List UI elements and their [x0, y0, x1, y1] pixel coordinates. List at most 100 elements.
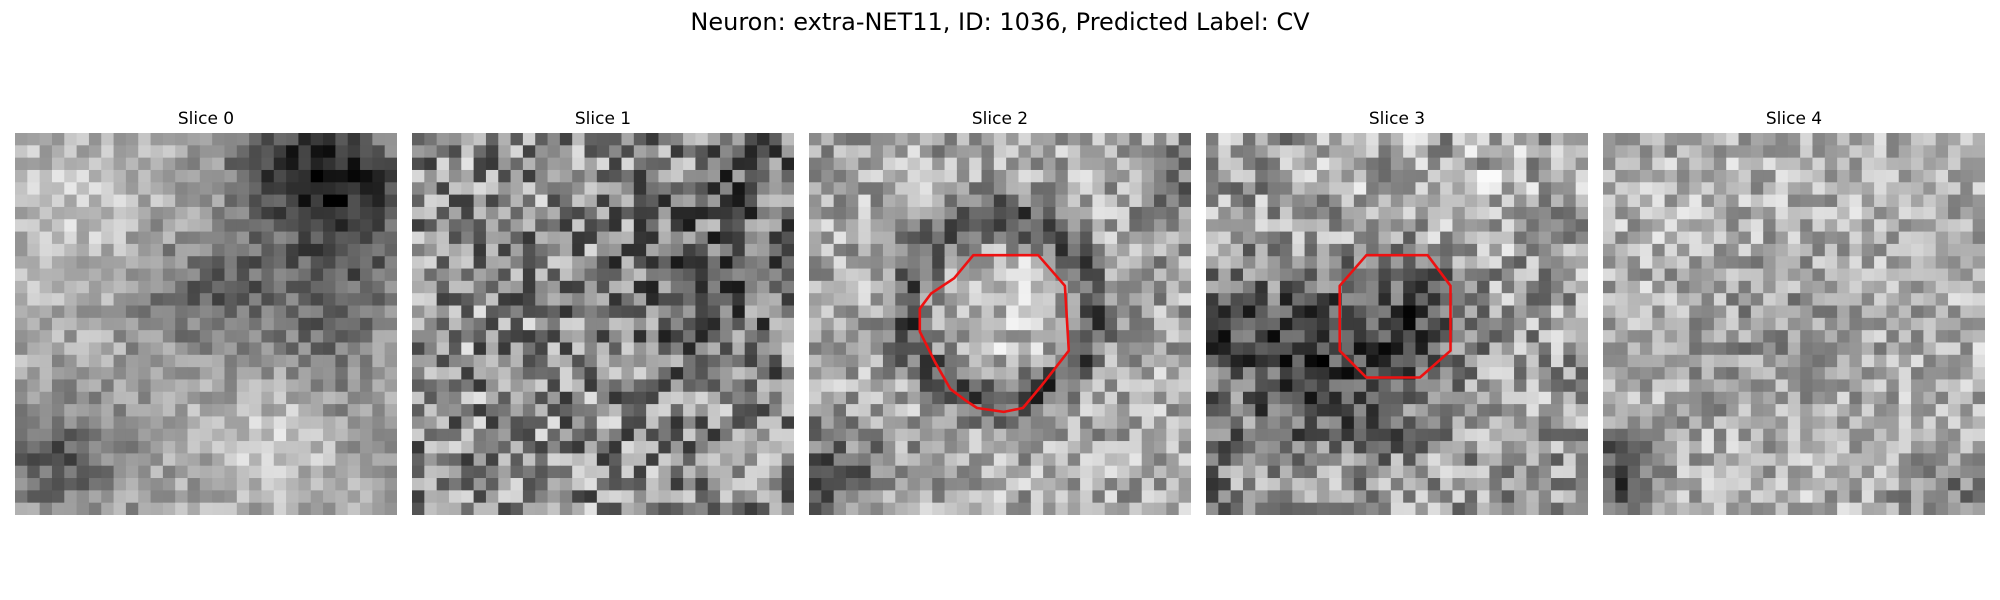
pixel	[882, 465, 896, 479]
pixel	[224, 441, 238, 454]
pixel	[1898, 157, 1912, 171]
pixel	[224, 169, 238, 183]
pixel	[1812, 293, 1826, 307]
pixel	[1775, 428, 1789, 442]
pixel	[510, 305, 524, 319]
pixel	[707, 391, 721, 405]
pixel	[781, 305, 794, 319]
pixel	[1255, 157, 1269, 171]
pixel	[1464, 404, 1478, 418]
pixel	[1378, 305, 1392, 319]
pixel	[1923, 169, 1937, 183]
pixel	[461, 453, 475, 467]
pixel	[559, 243, 573, 257]
pixel	[273, 317, 287, 331]
pixel	[1750, 391, 1764, 405]
pixel	[658, 317, 672, 331]
pixel	[1563, 280, 1577, 294]
pixel	[1837, 280, 1851, 294]
pixel	[1267, 305, 1281, 319]
pixel	[199, 206, 213, 220]
pixel	[1603, 256, 1616, 270]
pixel	[1117, 317, 1130, 331]
pixel	[1800, 206, 1814, 220]
pixel	[845, 478, 859, 491]
pixel	[695, 157, 709, 171]
pixel	[1440, 182, 1454, 196]
pixel	[1353, 268, 1367, 282]
pixel	[1341, 428, 1355, 442]
pixel	[1427, 342, 1441, 356]
pixel	[572, 367, 586, 381]
pixel	[769, 293, 783, 307]
pixel	[1701, 219, 1715, 233]
pixel	[732, 145, 746, 159]
pixel	[1713, 268, 1727, 282]
pixel	[1489, 416, 1503, 430]
pixel	[559, 169, 573, 183]
pixel	[1886, 182, 1900, 196]
pixel	[907, 502, 921, 515]
pixel	[1489, 256, 1503, 270]
pixel	[1129, 490, 1143, 504]
pixel	[1652, 441, 1666, 454]
pixel	[1701, 453, 1715, 467]
pixel	[360, 182, 373, 196]
pixel	[1972, 502, 1985, 515]
pixel	[1689, 465, 1703, 479]
pixel	[88, 206, 102, 220]
pixel	[1935, 293, 1949, 307]
pixel	[1750, 268, 1764, 282]
pixel	[732, 354, 746, 368]
pixel	[870, 342, 884, 356]
pixel	[535, 206, 549, 220]
pixel	[1477, 342, 1491, 356]
pixel	[882, 379, 896, 393]
pixel	[1923, 317, 1937, 331]
pixel	[101, 354, 115, 368]
pixel	[150, 379, 164, 393]
pixel	[1255, 231, 1269, 245]
pixel	[51, 317, 65, 331]
pixel	[448, 145, 462, 159]
pixel	[1911, 330, 1924, 344]
pixel	[633, 293, 647, 307]
pixel	[1166, 490, 1180, 504]
pixel	[1701, 243, 1715, 257]
pixel	[833, 182, 847, 196]
pixel	[76, 330, 90, 344]
pixel	[1664, 206, 1678, 220]
pixel	[273, 330, 287, 344]
pixel	[1763, 293, 1777, 307]
pixel	[1067, 416, 1081, 430]
pixel	[1538, 231, 1552, 245]
pixel	[27, 391, 41, 405]
pixel	[1067, 342, 1081, 356]
pixel	[1501, 280, 1515, 294]
pixel	[833, 441, 847, 454]
pixel	[1960, 502, 1974, 515]
pixel	[1242, 133, 1256, 146]
pixel	[1092, 243, 1106, 257]
pixel	[1279, 330, 1293, 344]
pixel	[695, 305, 709, 319]
pixel	[286, 478, 300, 491]
pixel	[720, 317, 733, 331]
pixel	[347, 330, 361, 344]
pixel	[1824, 219, 1838, 233]
pixel	[113, 268, 127, 282]
pixel	[1341, 502, 1355, 515]
pixel	[981, 133, 995, 146]
pixel	[1341, 305, 1355, 319]
pixel	[621, 243, 635, 257]
pixel	[621, 441, 635, 454]
pixel	[695, 182, 709, 196]
pixel	[1230, 428, 1244, 442]
pixel	[424, 465, 438, 479]
pixel	[347, 490, 361, 504]
pixel	[1043, 280, 1057, 294]
pixel	[76, 367, 90, 381]
pixel	[969, 133, 983, 146]
pixel	[1898, 256, 1912, 270]
pixel	[1911, 231, 1924, 245]
